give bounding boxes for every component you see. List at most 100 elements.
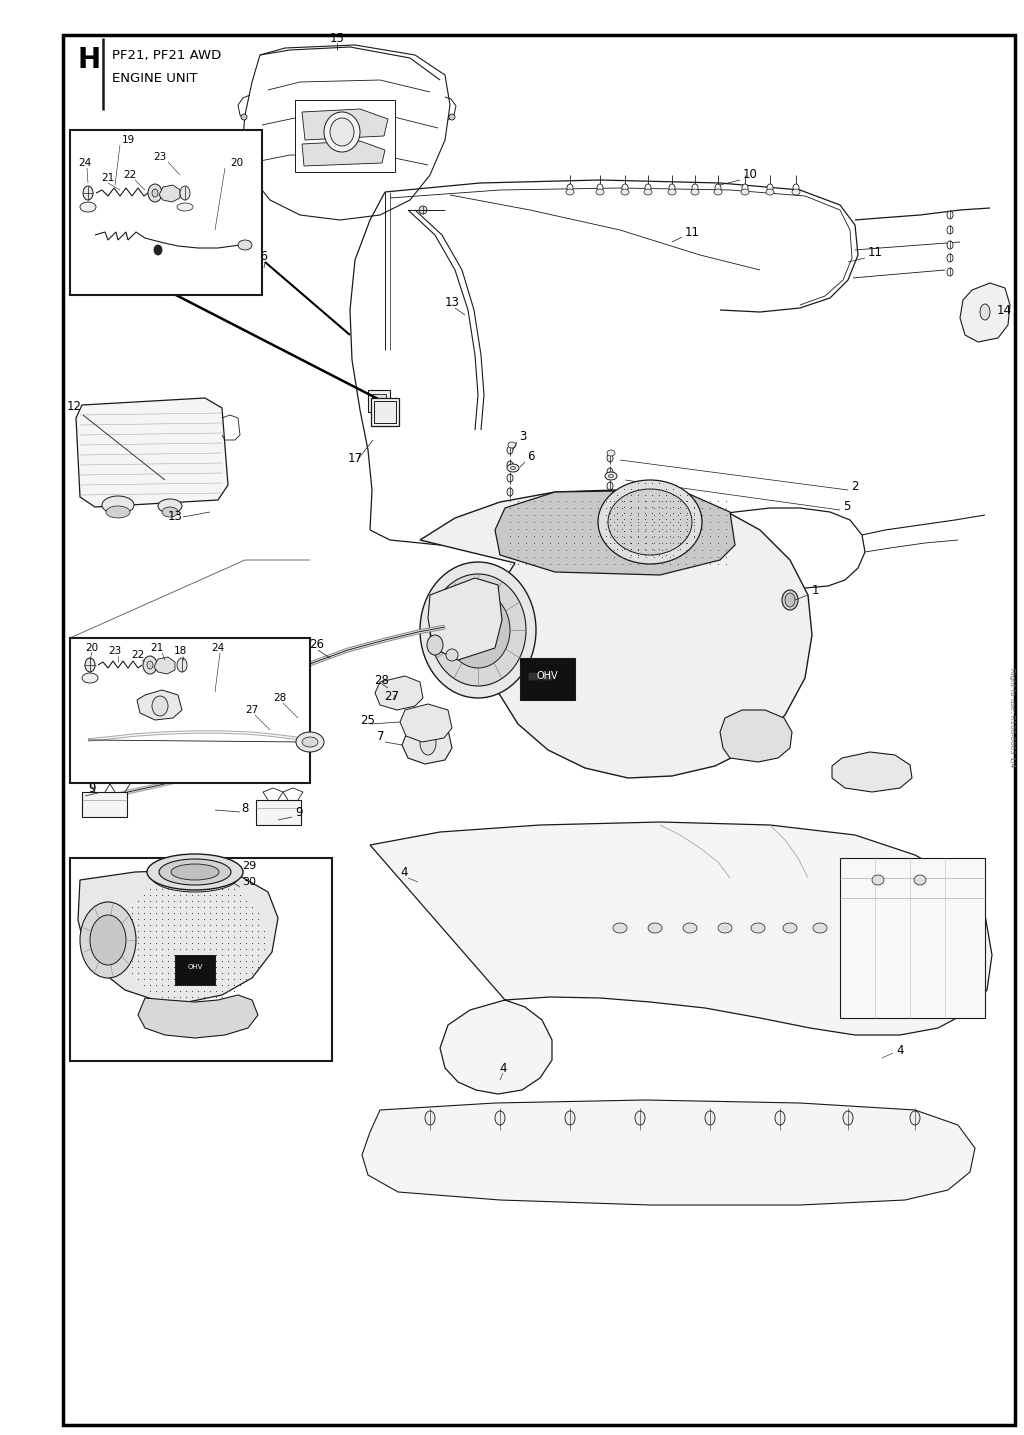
Ellipse shape xyxy=(147,662,153,669)
Bar xyxy=(528,672,538,680)
Ellipse shape xyxy=(85,659,95,672)
Ellipse shape xyxy=(177,659,187,672)
Ellipse shape xyxy=(767,184,773,192)
Ellipse shape xyxy=(597,184,603,192)
Bar xyxy=(520,659,575,700)
Polygon shape xyxy=(370,822,992,1093)
Ellipse shape xyxy=(622,184,628,192)
Ellipse shape xyxy=(783,923,797,933)
Text: 4: 4 xyxy=(500,1062,507,1075)
Ellipse shape xyxy=(507,504,513,511)
Text: 1: 1 xyxy=(812,584,819,597)
Ellipse shape xyxy=(446,593,510,669)
Polygon shape xyxy=(400,705,452,742)
Ellipse shape xyxy=(608,489,692,555)
Ellipse shape xyxy=(507,461,513,469)
Text: 24: 24 xyxy=(78,158,91,168)
Bar xyxy=(295,100,395,172)
Text: 9: 9 xyxy=(88,782,96,795)
Text: 13: 13 xyxy=(168,511,183,524)
Ellipse shape xyxy=(648,923,662,933)
Ellipse shape xyxy=(868,923,882,933)
Ellipse shape xyxy=(507,474,513,482)
Polygon shape xyxy=(78,870,278,1002)
Ellipse shape xyxy=(147,854,243,890)
Polygon shape xyxy=(720,710,792,762)
Polygon shape xyxy=(137,690,182,720)
Polygon shape xyxy=(242,44,450,220)
Ellipse shape xyxy=(947,211,953,220)
Ellipse shape xyxy=(910,1111,920,1125)
Ellipse shape xyxy=(177,202,193,211)
Ellipse shape xyxy=(792,189,800,195)
Ellipse shape xyxy=(607,468,613,476)
Ellipse shape xyxy=(635,1111,645,1125)
Ellipse shape xyxy=(692,184,698,192)
Polygon shape xyxy=(138,994,258,1038)
Polygon shape xyxy=(402,725,452,763)
Ellipse shape xyxy=(782,590,798,610)
Ellipse shape xyxy=(613,923,627,933)
Text: 23: 23 xyxy=(109,646,122,656)
Ellipse shape xyxy=(841,923,855,933)
Text: H: H xyxy=(77,46,100,75)
Text: 12: 12 xyxy=(67,400,82,413)
Bar xyxy=(70,131,262,296)
Text: ENGINE UNIT: ENGINE UNIT xyxy=(112,72,198,85)
Ellipse shape xyxy=(302,738,318,748)
Ellipse shape xyxy=(669,184,675,192)
Ellipse shape xyxy=(668,189,676,195)
Ellipse shape xyxy=(238,240,252,250)
Bar xyxy=(82,792,127,817)
Text: 27: 27 xyxy=(384,690,399,703)
Text: 18: 18 xyxy=(173,646,186,656)
Text: Right to use: R100-0003 1/4: Right to use: R100-0003 1/4 xyxy=(1009,669,1015,768)
Polygon shape xyxy=(375,676,423,710)
Polygon shape xyxy=(831,752,912,792)
Ellipse shape xyxy=(324,112,360,152)
Ellipse shape xyxy=(914,875,926,885)
Ellipse shape xyxy=(566,189,574,195)
Ellipse shape xyxy=(102,497,134,514)
Ellipse shape xyxy=(158,499,182,512)
Polygon shape xyxy=(420,489,812,778)
Ellipse shape xyxy=(742,184,748,192)
Bar xyxy=(368,390,390,412)
Text: 21: 21 xyxy=(151,643,164,653)
Text: 16: 16 xyxy=(254,251,269,264)
Text: 19: 19 xyxy=(122,135,134,145)
Ellipse shape xyxy=(330,118,354,146)
Ellipse shape xyxy=(741,189,749,195)
Bar xyxy=(840,858,985,1017)
Text: 13: 13 xyxy=(445,297,460,310)
Text: OHV: OHV xyxy=(537,672,558,682)
Ellipse shape xyxy=(608,475,613,478)
Ellipse shape xyxy=(605,472,617,479)
Ellipse shape xyxy=(843,1111,853,1125)
Ellipse shape xyxy=(507,446,513,453)
Text: 20: 20 xyxy=(85,643,98,653)
Text: 4: 4 xyxy=(400,867,408,880)
Polygon shape xyxy=(302,141,385,166)
Ellipse shape xyxy=(813,923,827,933)
Polygon shape xyxy=(159,185,180,202)
Text: 7: 7 xyxy=(377,730,384,743)
Ellipse shape xyxy=(718,923,732,933)
Polygon shape xyxy=(362,1101,975,1205)
Bar xyxy=(70,639,310,784)
Ellipse shape xyxy=(152,189,158,197)
Ellipse shape xyxy=(495,1111,505,1125)
Ellipse shape xyxy=(154,245,162,255)
Bar xyxy=(175,956,215,984)
Ellipse shape xyxy=(90,916,126,964)
Ellipse shape xyxy=(565,1111,575,1125)
Bar xyxy=(256,799,301,825)
Bar xyxy=(372,395,386,408)
Ellipse shape xyxy=(607,453,613,462)
Ellipse shape xyxy=(296,732,324,752)
Ellipse shape xyxy=(159,860,231,885)
Text: 8: 8 xyxy=(242,802,249,815)
Polygon shape xyxy=(428,578,502,660)
Text: 9: 9 xyxy=(295,806,302,819)
Ellipse shape xyxy=(621,189,629,195)
